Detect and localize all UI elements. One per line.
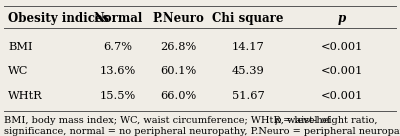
Text: Normal: Normal xyxy=(93,12,143,25)
Text: 14.17: 14.17 xyxy=(232,42,264,52)
Text: = level of: = level of xyxy=(280,116,330,125)
Text: BMI, body mass index; WC, waist circumference; WHtR, waist-height ratio,: BMI, body mass index; WC, waist circumfe… xyxy=(4,116,381,125)
Text: Obesity indices: Obesity indices xyxy=(8,12,109,25)
Text: significance, normal = no peripheral neuropathy, P.Neuro = peripheral neuropathy: significance, normal = no peripheral neu… xyxy=(4,127,400,136)
Text: BMI: BMI xyxy=(8,42,32,52)
Text: p: p xyxy=(274,116,281,125)
Text: WC: WC xyxy=(8,66,28,76)
Text: <0.001: <0.001 xyxy=(321,91,363,101)
Text: p: p xyxy=(338,12,346,25)
Text: 15.5%: 15.5% xyxy=(100,91,136,101)
Text: 66.0%: 66.0% xyxy=(160,91,196,101)
Text: 60.1%: 60.1% xyxy=(160,66,196,76)
Text: <0.001: <0.001 xyxy=(321,42,363,52)
Text: WHtR: WHtR xyxy=(8,91,43,101)
Text: 13.6%: 13.6% xyxy=(100,66,136,76)
Text: P.Neuro: P.Neuro xyxy=(152,12,204,25)
Text: <0.001: <0.001 xyxy=(321,66,363,76)
Text: 6.7%: 6.7% xyxy=(104,42,132,52)
Text: Chi square: Chi square xyxy=(212,12,284,25)
Text: 51.67: 51.67 xyxy=(232,91,264,101)
Text: 26.8%: 26.8% xyxy=(160,42,196,52)
Text: 45.39: 45.39 xyxy=(232,66,264,76)
